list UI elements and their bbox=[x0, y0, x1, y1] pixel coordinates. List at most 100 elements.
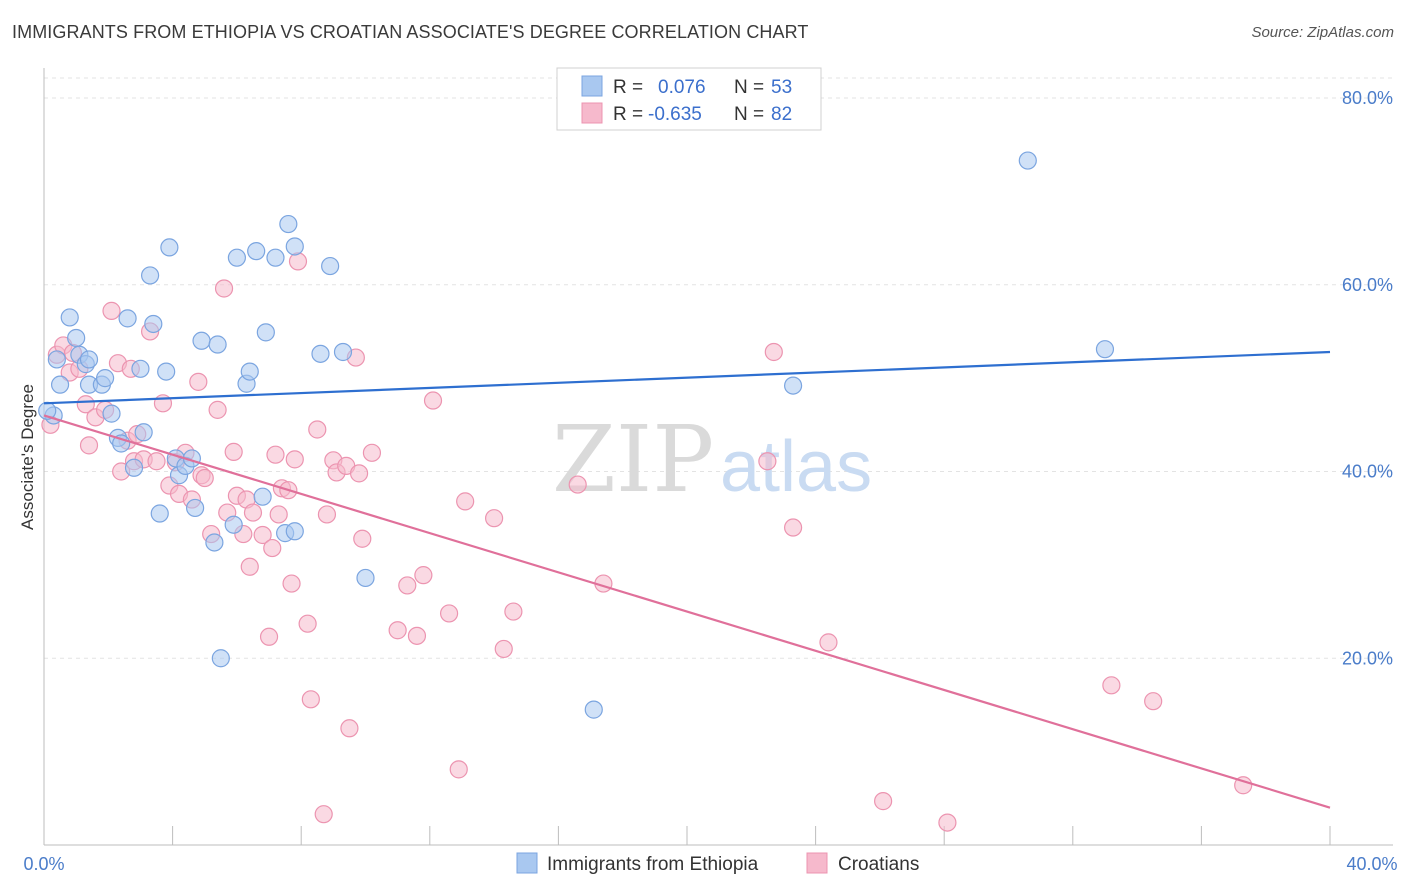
croatians-point bbox=[340, 719, 359, 738]
croatians-point bbox=[439, 604, 459, 623]
croatians-point bbox=[407, 626, 427, 645]
croatians-point bbox=[224, 442, 243, 461]
source-credit: Source: ZipAtlas.com bbox=[1251, 24, 1394, 41]
ethiopia-point bbox=[333, 342, 353, 362]
croatians-point bbox=[414, 566, 433, 585]
y-tick-label: 60.0% bbox=[1342, 275, 1393, 295]
croatians-point bbox=[308, 420, 327, 439]
watermark-zip: ZIP bbox=[552, 406, 714, 513]
croatians-point bbox=[240, 557, 259, 576]
croatians-point bbox=[494, 639, 513, 659]
ethiopia-point bbox=[1095, 340, 1115, 359]
legend-swatch-blue bbox=[581, 75, 603, 97]
ethiopia-point bbox=[118, 309, 137, 328]
croatians-point bbox=[243, 503, 263, 522]
croatians-point bbox=[874, 792, 893, 811]
ethiopia-point bbox=[160, 238, 179, 257]
croatians-point bbox=[76, 395, 95, 414]
croatians-point bbox=[282, 574, 301, 593]
croatians-point bbox=[269, 505, 288, 524]
ethiopia-point bbox=[311, 344, 330, 363]
legend-r-value-1: 0.076 bbox=[658, 77, 706, 98]
y-tick-label: 80.0% bbox=[1342, 88, 1393, 108]
ethiopia-point bbox=[584, 700, 603, 719]
bottom-legend-swatch-ethiopia bbox=[516, 852, 538, 874]
croatians-point bbox=[423, 391, 443, 410]
ethiopia-point bbox=[79, 350, 99, 369]
croatians-point bbox=[764, 342, 783, 362]
ethiopia-point bbox=[227, 248, 246, 267]
ethiopia-point bbox=[47, 350, 66, 369]
croatians-point bbox=[314, 805, 333, 824]
ethiopia-point bbox=[134, 423, 153, 442]
croatians-point bbox=[938, 813, 957, 832]
croatians-point bbox=[317, 505, 337, 524]
croatians-point bbox=[504, 602, 523, 621]
ethiopia-point bbox=[240, 362, 259, 381]
croatians-point bbox=[456, 492, 475, 511]
croatians-point bbox=[1144, 692, 1163, 711]
ethiopia-point bbox=[192, 331, 211, 350]
croatians-point bbox=[253, 525, 272, 545]
ethiopia-point bbox=[102, 404, 121, 423]
ethiopia-point bbox=[208, 335, 227, 354]
croatians-point bbox=[214, 279, 234, 298]
ethiopia-point bbox=[67, 328, 86, 348]
ethiopia-point bbox=[256, 323, 275, 342]
ethiopia-point bbox=[266, 248, 285, 267]
croatians-point bbox=[301, 690, 320, 709]
croatians-point bbox=[398, 576, 417, 595]
ethiopia-point bbox=[1018, 151, 1037, 170]
legend-n-value-1: 53 bbox=[771, 77, 792, 98]
watermark-atlas: atlas bbox=[720, 427, 872, 507]
ethiopia-point bbox=[95, 369, 115, 388]
ethiopia-point bbox=[157, 362, 176, 381]
ethiopia-point bbox=[279, 214, 298, 234]
trend-lines bbox=[43, 350, 1331, 809]
x-tick-label-min: 0.0% bbox=[23, 854, 64, 874]
ethiopia-point bbox=[224, 515, 243, 534]
legend-box: R = 0.076 N = 53 R = -0.635 N = 82 bbox=[556, 67, 822, 131]
ethiopia-trend-line bbox=[43, 350, 1331, 405]
ethiopia-point bbox=[211, 649, 230, 668]
bottom-legend-label-ethiopia: Immigrants from Ethiopia bbox=[547, 854, 759, 875]
croatians-point bbox=[263, 538, 282, 558]
ethiopia-point bbox=[205, 533, 224, 552]
croatians-point bbox=[485, 509, 504, 528]
croatians-point bbox=[285, 450, 304, 469]
croatians-point bbox=[1102, 676, 1121, 695]
bottom-legend-swatch-croatians bbox=[806, 852, 828, 874]
croatians-point bbox=[195, 468, 214, 488]
y-tick-label: 20.0% bbox=[1342, 648, 1393, 668]
ethiopia-point bbox=[60, 308, 79, 327]
legend-n-label-1: N = bbox=[734, 77, 764, 98]
x-tick-label-max: 40.0% bbox=[1346, 854, 1397, 874]
ethiopia-point bbox=[253, 487, 272, 506]
ethiopia-point bbox=[150, 504, 169, 523]
legend-swatch-pink bbox=[581, 102, 603, 124]
croatians-point bbox=[79, 436, 99, 455]
ethiopia-point bbox=[247, 242, 266, 261]
croatians-point bbox=[568, 475, 587, 494]
ethiopia-point bbox=[131, 359, 150, 378]
croatians-point bbox=[349, 464, 369, 483]
ethiopia-point bbox=[144, 314, 163, 334]
croatians-point bbox=[189, 372, 208, 391]
croatians-point bbox=[298, 614, 317, 633]
croatians-point bbox=[388, 621, 407, 640]
ethiopia-point bbox=[321, 256, 340, 276]
ethiopia-point bbox=[356, 568, 375, 588]
bottom-legend-label-croatians: Croatians bbox=[838, 854, 919, 875]
croatians-point bbox=[353, 529, 372, 548]
bottom-legend: Immigrants from Ethiopia Croatians bbox=[516, 852, 919, 875]
croatians-point bbox=[449, 760, 468, 779]
croatians-point bbox=[819, 633, 838, 652]
legend-n-label-2: N = bbox=[734, 104, 764, 125]
legend-r-label-2: R = bbox=[613, 104, 643, 125]
legend-n-value-2: 82 bbox=[771, 104, 792, 125]
ethiopia-point bbox=[186, 498, 205, 518]
ethiopia-point bbox=[783, 376, 803, 395]
croatians-point bbox=[208, 400, 227, 419]
x-tick-marks bbox=[43, 826, 1331, 845]
